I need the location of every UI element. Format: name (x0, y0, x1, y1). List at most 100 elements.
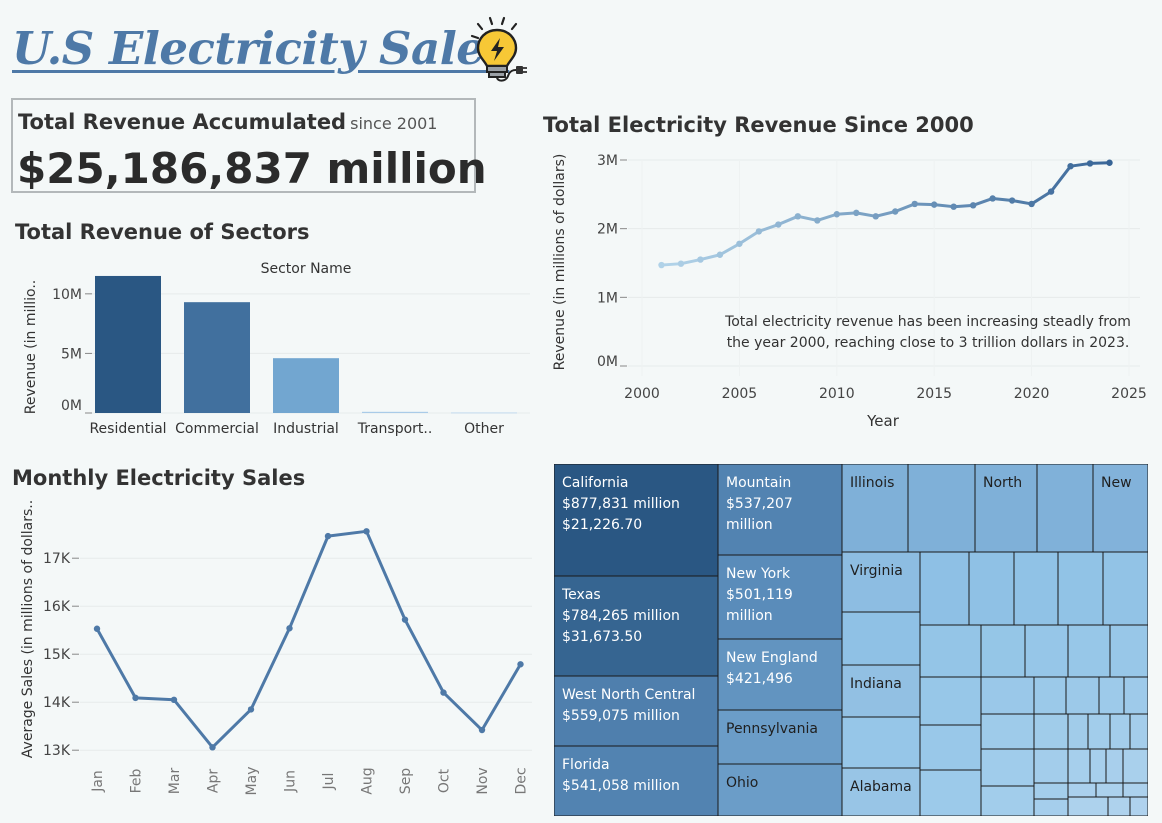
treemap-cell (919, 724, 982, 771)
x-tick-label: Aug (360, 767, 376, 794)
treemap-cell (1013, 551, 1059, 626)
line-segment (991, 196, 1014, 203)
data-point (1047, 188, 1055, 195)
legend-title: Sector Name (261, 261, 352, 277)
treemap-cell (1122, 782, 1148, 798)
line-segment (1069, 161, 1092, 168)
sector-bar-chart: Sector Name 0M 5M 10M Residential Commercial I… (23, 261, 530, 437)
dashboard-title: U.S Electricity Sales (12, 22, 510, 75)
line-segment (659, 262, 683, 267)
treemap-cell (907, 464, 976, 553)
x-tick-label: Commercial (175, 421, 259, 437)
x-tick-label: 2025 (1111, 386, 1147, 402)
y-tick-label: 17K (43, 551, 71, 567)
line-segment (874, 210, 897, 218)
treemap-cell (1129, 796, 1148, 816)
x-tick-label: Dec (514, 767, 530, 794)
annotation-text: Total electricity revenue has been incre… (724, 314, 1131, 330)
line-segment (718, 242, 741, 257)
y-tick-label: 16K (43, 599, 71, 615)
treemap-cell-west-north-central (554, 675, 719, 747)
data-point (1106, 159, 1113, 166)
treemap-cell (1105, 748, 1124, 784)
treemap-cell (1033, 676, 1067, 715)
line-segment (679, 258, 702, 266)
data-point (853, 209, 860, 217)
treemap-cell-california (554, 464, 719, 577)
data-point (478, 726, 486, 734)
treemap-cell (1036, 464, 1094, 553)
annual-chart-title: Total Electricity Revenue Since 2000 (543, 113, 974, 137)
treemap-cell (1089, 748, 1107, 784)
treemap-cell (980, 676, 1035, 715)
data-point (794, 213, 802, 220)
x-tick-label: Transport.. (357, 421, 433, 437)
data-point (1008, 197, 1016, 204)
y-axis-label: Revenue (in millions of dollars) (552, 154, 568, 371)
y-tick-label: 5M (61, 346, 82, 362)
treemap-cell (1109, 713, 1131, 750)
treemap-cell-new-england (717, 638, 843, 711)
data-point (440, 689, 447, 696)
treemap-cell (1033, 713, 1069, 750)
data-point (697, 256, 704, 263)
y-tick-label: 3M (597, 153, 618, 169)
data-point (93, 625, 101, 632)
treemap-cell (1033, 748, 1069, 784)
annual-revenue-chart: 0M 1M 2M 3M 2000 2005 2010 2015 2020 2025 Year Reve… (552, 153, 1147, 430)
treemap-cell (1033, 798, 1069, 816)
x-tick-label: Other (464, 421, 504, 437)
x-tick-label: Nov (475, 767, 491, 794)
treemap-cell-texas (554, 575, 719, 677)
treemap-cell (980, 624, 1026, 678)
data-point (170, 696, 178, 703)
bar-residential (95, 275, 161, 413)
kpi-value: $25,186,837 million (17, 144, 487, 193)
bar-other (451, 412, 517, 414)
treemap-cell (919, 769, 982, 816)
treemap-cell-alabama (841, 767, 921, 816)
data-point (658, 261, 665, 269)
data-point (833, 211, 840, 218)
line-segment (796, 214, 819, 222)
data-point (872, 213, 879, 220)
y-tick-label: 1M (597, 290, 618, 306)
treemap-cell-florida (554, 745, 719, 816)
x-tick-label: 2015 (916, 386, 952, 402)
treemap-cell (919, 624, 982, 678)
treemap-cell (980, 713, 1035, 750)
treemap-cell (980, 785, 1035, 816)
x-tick-label: Feb (129, 768, 145, 793)
treemap-cell-new (1092, 464, 1148, 553)
state-treemap: California $877,831 million $21,226.70 Texa… (554, 464, 1148, 816)
kpi-heading: Total Revenue Accumulated since 2001 (18, 110, 438, 134)
line-segment (737, 229, 761, 246)
data-point (755, 228, 763, 235)
treemap-cell (1122, 748, 1148, 784)
line-segment (952, 203, 975, 209)
line-segment (854, 211, 878, 218)
data-point (1028, 200, 1035, 208)
x-tick-label: 2005 (722, 386, 758, 402)
treemap-cell (968, 551, 1015, 626)
bar-industrial (273, 358, 339, 413)
data-point (989, 195, 996, 202)
data-point (814, 217, 821, 224)
line-segment (932, 203, 956, 209)
y-tick-label: 15K (43, 647, 71, 663)
x-tick-label: Jun (283, 770, 299, 793)
data-point (775, 221, 782, 228)
treemap-cell-mountain (717, 464, 843, 556)
bar-transport (362, 411, 428, 413)
treemap-cell (1057, 551, 1104, 626)
line-segment (835, 211, 858, 216)
treemap-cell (1065, 676, 1100, 715)
x-tick-label: Jan (90, 770, 106, 793)
treemap-cell-virginia (841, 551, 921, 613)
treemap-cell (1033, 782, 1069, 800)
treemap-cell (1087, 713, 1111, 750)
data-point (363, 528, 370, 535)
treemap-cell (841, 716, 921, 769)
data-point (716, 251, 724, 258)
data-point (677, 260, 685, 267)
